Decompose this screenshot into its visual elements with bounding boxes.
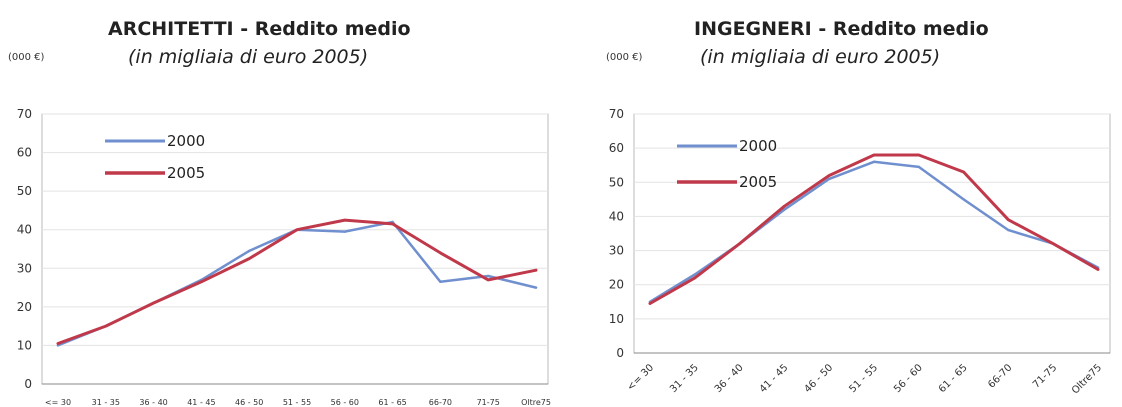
- unit-label: (000 €): [8, 52, 45, 63]
- plot-area: [41, 113, 549, 385]
- x-tick-label: 71-75: [1031, 362, 1059, 390]
- data-point: [487, 274, 490, 278]
- x-tick-label: <= 30: [45, 398, 71, 407]
- legend-label: 2005: [739, 173, 777, 191]
- data-point: [917, 153, 920, 157]
- legend-label: 2000: [739, 137, 777, 155]
- data-point: [343, 218, 346, 222]
- y-tick-label: 60: [609, 141, 624, 155]
- data-point: [200, 280, 203, 283]
- data-point: [487, 278, 490, 282]
- data-point: [248, 257, 251, 260]
- data-point: [648, 302, 652, 305]
- y-tick-label: 0: [24, 377, 32, 391]
- x-tick-label: Oltre75: [1070, 362, 1104, 396]
- x-tick-label: 36 - 40: [139, 398, 167, 407]
- data-point: [391, 222, 394, 226]
- x-tick-label: Oltre75: [521, 398, 551, 407]
- data-point: [783, 204, 786, 208]
- y-tick-label: 70: [609, 107, 624, 121]
- data-point: [1096, 268, 1100, 271]
- x-tick-label: 31 - 35: [92, 398, 120, 407]
- x-tick-label: 41 - 45: [758, 362, 791, 395]
- y-tick-label: 0: [616, 346, 624, 360]
- data-point: [152, 301, 155, 305]
- legend-label: 2000: [167, 132, 205, 150]
- x-tick-label: 41 - 45: [187, 398, 215, 407]
- data-point: [248, 249, 251, 253]
- unit-label: (000 €): [606, 52, 643, 63]
- data-point: [1052, 242, 1055, 245]
- data-point: [439, 280, 442, 283]
- data-point: [104, 324, 108, 328]
- x-tick-label: 56 - 60: [331, 398, 359, 407]
- x-tick-label: 61 - 65: [378, 398, 406, 407]
- data-point: [962, 198, 965, 201]
- x-tick-label: 46 - 50: [802, 362, 835, 395]
- y-tick-label: 50: [609, 175, 624, 189]
- line-chart-architetti: 0 10 20 30 40 50 60 70 <= 30 31 - 35 36 - 40 41 - 4…: [17, 107, 551, 407]
- x-tick-label: 36 - 40: [713, 362, 746, 395]
- chart-panel-architetti: ARCHITETTI - Reddito medio (in migliaia …: [0, 0, 560, 407]
- y-tick-label: 60: [17, 146, 32, 160]
- chart-title: ARCHITETTI - Reddito medio: [108, 18, 411, 40]
- data-point: [1007, 228, 1010, 232]
- data-point: [56, 342, 60, 345]
- plot-area: [633, 113, 1111, 354]
- data-point: [872, 153, 876, 157]
- x-tick-label: 51 - 55: [283, 398, 311, 407]
- y-tick-label: 30: [609, 244, 624, 258]
- data-point: [693, 276, 696, 280]
- chart-panel-ingegneri: INGEGNERI - Reddito medio (in migliaia d…: [562, 0, 1122, 407]
- data-point: [783, 208, 786, 211]
- chart-subtitle: (in migliaia di euro 2005): [128, 46, 369, 68]
- x-tick-label: 66-70: [429, 398, 452, 407]
- x-tick-label: 56 - 60: [892, 362, 925, 395]
- x-tick-label: 71-75: [477, 398, 500, 407]
- data-point: [917, 165, 920, 169]
- data-point: [828, 174, 831, 177]
- x-tick-label: 66-70: [986, 362, 1014, 390]
- data-point: [693, 273, 696, 276]
- data-point: [439, 251, 442, 255]
- line-chart-ingegneri: 0 10 20 30 40 50 60 70 <= 30 31 - 35 36 - 40 41 - 4…: [609, 107, 1111, 397]
- data-point: [534, 269, 538, 272]
- x-tick-label: 61 - 65: [937, 362, 970, 395]
- y-tick-label: 20: [609, 278, 624, 292]
- data-point: [738, 242, 741, 245]
- y-tick-label: 10: [17, 338, 32, 352]
- data-point: [872, 160, 876, 163]
- y-tick-label: 40: [609, 209, 624, 223]
- y-tick-label: 70: [17, 107, 32, 121]
- y-tick-label: 50: [17, 184, 32, 198]
- data-point: [534, 286, 538, 289]
- y-tick-label: 40: [17, 223, 32, 237]
- x-tick-label: 51 - 55: [847, 362, 880, 395]
- chart-subtitle: (in migliaia di euro 2005): [700, 46, 941, 68]
- data-point: [343, 230, 346, 233]
- chart-title: INGEGNERI - Reddito medio: [694, 18, 989, 40]
- data-point: [295, 228, 299, 231]
- y-tick-label: 10: [609, 312, 624, 326]
- data-point: [828, 177, 831, 181]
- x-tick-label: 46 - 50: [235, 398, 263, 407]
- y-tick-label: 20: [17, 300, 32, 314]
- data-point: [962, 170, 965, 174]
- x-tick-label: <= 30: [625, 362, 656, 393]
- legend-label: 2005: [167, 164, 205, 182]
- x-tick-label: 31 - 35: [668, 362, 701, 395]
- data-point: [1007, 218, 1010, 222]
- y-tick-label: 30: [17, 261, 32, 275]
